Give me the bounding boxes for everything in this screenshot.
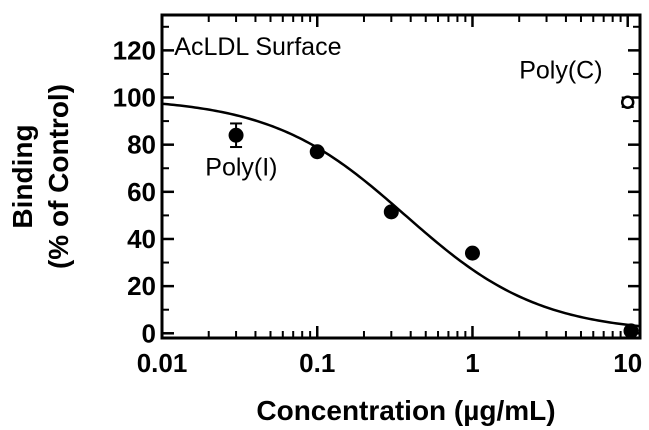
data-point: [228, 127, 244, 143]
y-tick-label: 80: [127, 130, 156, 160]
y-axis-title: Binding: [7, 124, 38, 228]
y-tick-label: 120: [113, 35, 156, 65]
data-point: [623, 323, 639, 339]
y-tick-label: 60: [127, 177, 156, 207]
data-marks: [161, 95, 641, 339]
x-tick-label: 0.01: [137, 348, 188, 378]
y-tick-label: 0: [142, 318, 156, 348]
y-axis-subtitle: (% of Control): [43, 84, 74, 269]
y-tick-label: 20: [127, 271, 156, 301]
annotation-label: Poly(I): [205, 153, 277, 181]
axes: [160, 15, 640, 338]
data-point: [383, 204, 399, 220]
y-tick-label: 100: [113, 83, 156, 113]
annotation-label: AcLDL Surface: [174, 33, 341, 61]
x-tick-label: 1: [465, 348, 479, 378]
data-point-open: [620, 95, 635, 109]
data-point: [464, 245, 480, 261]
data-point: [309, 144, 325, 160]
y-tick-label: 40: [127, 224, 156, 254]
annotation-label: Poly(C): [519, 57, 602, 85]
plot-frame: [160, 13, 642, 340]
plot-area: [160, 13, 642, 340]
fit-curve: [161, 102, 641, 328]
x-axis-title: Concentration (µg/mL): [256, 395, 555, 426]
x-tick-label: 0.1: [299, 348, 335, 378]
x-tick-label: 10: [613, 348, 642, 378]
